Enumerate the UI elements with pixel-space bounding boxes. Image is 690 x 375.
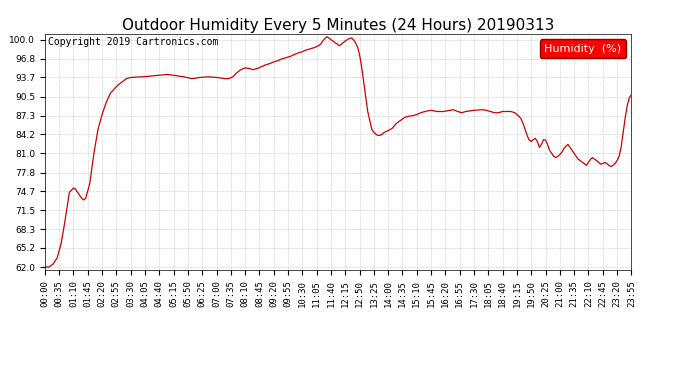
Title: Outdoor Humidity Every 5 Minutes (24 Hours) 20190313: Outdoor Humidity Every 5 Minutes (24 Hou… <box>122 18 554 33</box>
Legend: Humidity  (%): Humidity (%) <box>540 39 626 58</box>
Text: Copyright 2019 Cartronics.com: Copyright 2019 Cartronics.com <box>48 37 218 47</box>
